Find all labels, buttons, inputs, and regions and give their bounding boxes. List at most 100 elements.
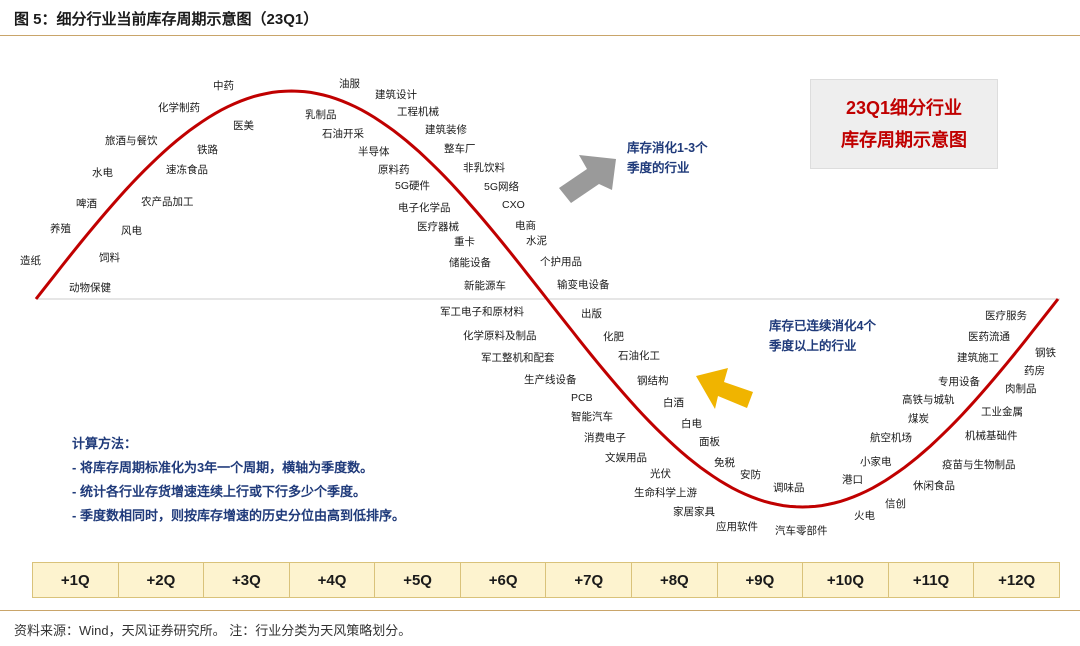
industry-label: 5G网络 <box>484 180 520 193</box>
industry-label: 养殖 <box>50 222 71 235</box>
industry-label: 水泥 <box>526 234 547 247</box>
industry-label: 工程机械 <box>397 105 439 118</box>
info-box-line2: 库存周期示意图 <box>841 130 967 150</box>
industry-label: 建筑施工 <box>957 351 999 364</box>
industry-label: 智能汽车 <box>571 410 613 423</box>
industry-label: CXO <box>502 199 525 211</box>
industry-label: 出版 <box>581 307 602 320</box>
industry-label: 旅酒与餐饮 <box>105 134 158 147</box>
callout-lower-line1: 库存已连续消化4个 <box>769 319 876 333</box>
callout-lower: 库存已连续消化4个 季度以上的行业 <box>769 316 876 356</box>
industry-label: 钢铁 <box>1035 346 1057 359</box>
industry-label: 煤炭 <box>908 412 929 425</box>
industry-label: 专用设备 <box>938 375 980 388</box>
industry-label: 重卡 <box>454 235 475 248</box>
industry-label: 光伏 <box>650 467 671 480</box>
method-title: 计算方法： <box>72 436 138 451</box>
arrow-upper-icon <box>559 155 616 203</box>
industry-label: 5G硬件 <box>395 180 430 192</box>
axis-tick-label: +5Q <box>375 563 461 597</box>
callout-upper-line2: 季度的行业 <box>627 161 690 175</box>
axis-tick-label: +1Q <box>33 563 119 597</box>
axis-tick-label: +8Q <box>632 563 718 597</box>
industry-label: 原料药 <box>378 163 410 176</box>
industry-label: 医美 <box>233 119 254 132</box>
industry-label: 啤酒 <box>76 197 97 210</box>
industry-label: 农产品加工 <box>141 195 194 208</box>
callout-lower-line2: 季度以上的行业 <box>769 339 857 353</box>
industry-label: 建筑装修 <box>425 123 467 136</box>
industry-label: PCB <box>571 392 593 404</box>
info-box-line1: 23Q1细分行业 <box>845 98 963 118</box>
industry-label: 电子化学品 <box>398 201 451 214</box>
axis-tick-label: +7Q <box>546 563 633 597</box>
axis-tick-label: +10Q <box>803 563 889 597</box>
axis-tick-label: +2Q <box>119 563 205 597</box>
footer-divider <box>0 610 1080 611</box>
industry-label: 港口 <box>842 474 863 486</box>
industry-label: 军工整机和配套 <box>481 351 555 364</box>
industry-label: 饲料 <box>99 251 120 264</box>
industry-label: 储能设备 <box>449 256 491 269</box>
industry-label: 文娱用品 <box>605 451 647 464</box>
industry-label: 医疗服务 <box>985 309 1027 322</box>
axis-tick-label: +6Q <box>461 563 547 597</box>
industry-label: 火电 <box>854 509 875 522</box>
industry-label: 铁路 <box>197 143 218 156</box>
industry-label: 应用软件 <box>716 520 758 533</box>
industry-label: 消费电子 <box>584 431 626 444</box>
industry-label: 信创 <box>885 497 906 510</box>
industry-label: 面板 <box>699 435 720 448</box>
industry-label: 肉制品 <box>1005 382 1037 395</box>
method-item: - 将库存周期标准化为3年一个周期，横轴为季度数。 <box>72 460 374 475</box>
industry-label: 航空机场 <box>870 431 912 444</box>
industry-label: 风电 <box>121 224 142 237</box>
axis-tick-label: +4Q <box>290 563 376 597</box>
industry-label: 白酒 <box>663 396 684 409</box>
industry-label: 化肥 <box>603 330 624 343</box>
industry-label: 生产线设备 <box>524 373 577 386</box>
industry-label: 速冻食品 <box>166 163 208 176</box>
industry-label: 生命科学上游 <box>634 486 697 499</box>
industry-label: 化学原料及制品 <box>463 329 537 342</box>
industry-label: 电商 <box>515 219 536 232</box>
callout-upper: 库存消化1-3个 季度的行业 <box>627 138 708 178</box>
axis-tick-label: +12Q <box>998 571 1036 589</box>
industry-label: 调味品 <box>773 482 805 494</box>
arrow-lower-icon <box>696 368 753 409</box>
industry-label: 机械基础件 <box>965 429 1018 442</box>
industry-label: 水电 <box>92 166 113 179</box>
industry-label: 军工电子和原材料 <box>440 305 524 318</box>
quarter-axis: +1Q +2Q +3Q +4Q +5Q +6Q +7Q +8Q +9Q +10Q… <box>32 562 1060 598</box>
method-notes: 计算方法： - 将库存周期标准化为3年一个周期，横轴为季度数。 - 统计各行业存… <box>72 432 405 528</box>
industry-label: 高铁与城轨 <box>902 393 955 406</box>
industry-label: 小家电 <box>860 455 892 468</box>
source-note: 资料来源：Wind，天风证券研究所。 注：行业分类为天风策略划分。 <box>14 623 412 638</box>
industry-label: 油服 <box>339 77 360 90</box>
industry-label: 中药 <box>213 79 234 92</box>
cycle-curve <box>34 89 1060 509</box>
axis-tick-label: +9Q <box>718 563 804 597</box>
title-divider <box>0 35 1080 36</box>
industry-label: 疫苗与生物制品 <box>942 458 1016 471</box>
axis-tick-label: +3Q <box>204 563 290 597</box>
industry-label: 石油化工 <box>618 349 660 362</box>
industry-label: 休闲食品 <box>913 479 955 492</box>
industry-label: 新能源车 <box>464 279 506 292</box>
axis-tick-label: +11Q <box>889 563 975 597</box>
callout-upper-line1: 库存消化1-3个 <box>627 141 708 155</box>
industry-label: 半导体 <box>358 145 390 158</box>
industry-label: 医疗器械 <box>417 220 459 233</box>
industry-label: 药房 <box>1024 364 1045 377</box>
industry-label: 安防 <box>740 468 761 481</box>
industry-label: 动物保健 <box>69 281 111 294</box>
industry-label: 个护用品 <box>540 255 582 268</box>
industry-label: 化学制药 <box>158 101 200 114</box>
industry-label: 非乳饮料 <box>463 161 505 174</box>
industry-label: 输变电设备 <box>557 278 610 291</box>
industry-label: 医药流通 <box>968 330 1010 343</box>
method-item: - 季度数相同时，则按库存增速的历史分位由高到低排序。 <box>72 508 405 523</box>
method-item: - 统计各行业存货增速连续上行或下行多少个季度。 <box>72 484 366 499</box>
